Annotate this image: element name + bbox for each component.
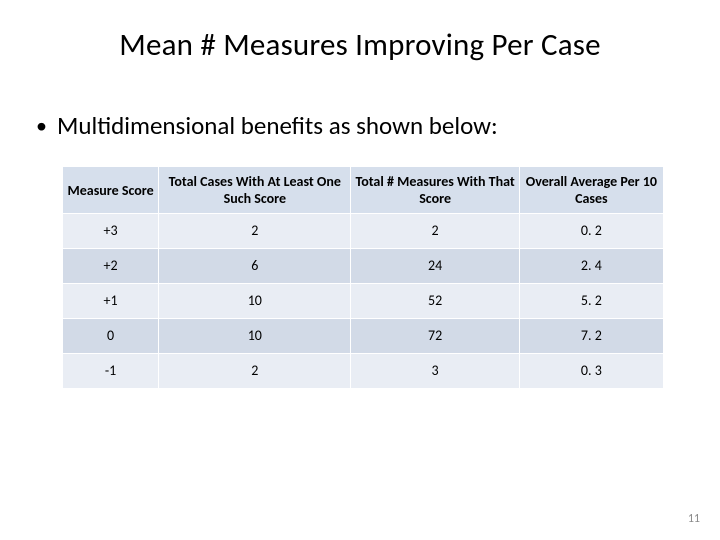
table-cell: +3: [63, 214, 159, 249]
table-cell: 2: [351, 214, 519, 249]
col-header: Total Cases With At Least One Such Score: [159, 167, 351, 214]
table-cell: 72: [351, 319, 519, 354]
table-cell: -1: [63, 354, 159, 389]
col-header: Overall Average Per 10 Cases: [519, 167, 663, 214]
table-row: +2 6 24 2. 4: [63, 249, 664, 284]
slide: Mean # Measures Improving Per Case • Mul…: [0, 0, 720, 540]
table-cell: 0. 2: [519, 214, 663, 249]
bullet-text: Multidimensional benefits as shown below…: [57, 110, 498, 142]
table-cell: 0. 3: [519, 354, 663, 389]
table-cell: 2. 4: [519, 249, 663, 284]
table-row: +1 10 52 5. 2: [63, 284, 664, 319]
table-header-row: Measure Score Total Cases With At Least …: [63, 167, 664, 214]
slide-title: Mean # Measures Improving Per Case: [46, 26, 674, 64]
table-cell: 2: [159, 354, 351, 389]
table-cell: 0: [63, 319, 159, 354]
bullet-marker: •: [36, 110, 47, 142]
page-number: 11: [688, 512, 700, 526]
table-row: -1 2 3 0. 3: [63, 354, 664, 389]
table-cell: 5. 2: [519, 284, 663, 319]
table-cell: 52: [351, 284, 519, 319]
table-row: +3 2 2 0. 2: [63, 214, 664, 249]
table-cell: +1: [63, 284, 159, 319]
table-cell: 24: [351, 249, 519, 284]
table-cell: 6: [159, 249, 351, 284]
col-header: Measure Score: [63, 167, 159, 214]
table-cell: 2: [159, 214, 351, 249]
table-row: 0 10 72 7. 2: [63, 319, 664, 354]
measures-table: Measure Score Total Cases With At Least …: [62, 166, 664, 389]
table-container: Measure Score Total Cases With At Least …: [62, 166, 664, 389]
table-cell: 7. 2: [519, 319, 663, 354]
bullet-item: • Multidimensional benefits as shown bel…: [36, 110, 674, 142]
table-cell: 3: [351, 354, 519, 389]
table-cell: +2: [63, 249, 159, 284]
col-header: Total # Measures With That Score: [351, 167, 519, 214]
table-cell: 10: [159, 284, 351, 319]
table-cell: 10: [159, 319, 351, 354]
